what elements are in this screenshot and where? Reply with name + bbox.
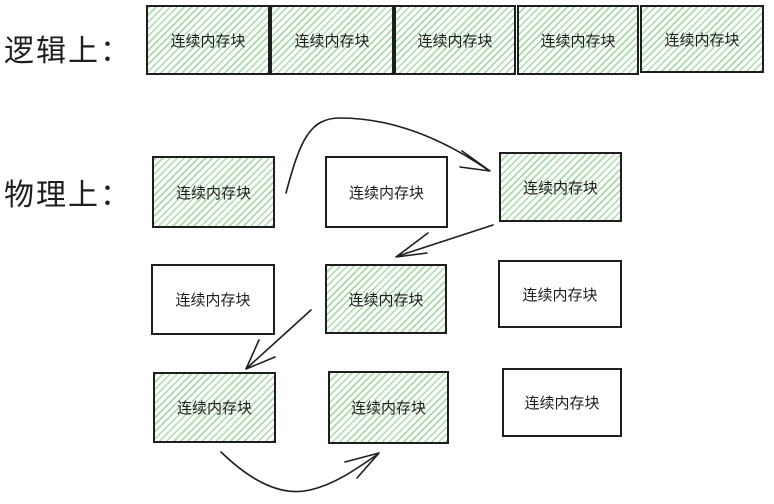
- block-label: 连续内存块: [664, 30, 740, 49]
- logical-block: 连续内存块: [394, 5, 516, 75]
- logical-label: 逻辑上：: [4, 34, 132, 69]
- arrow-head: [395, 232, 429, 258]
- arrow-curve: [285, 117, 489, 194]
- physical-block: 连续内存块: [499, 152, 622, 222]
- arrow-head: [459, 150, 491, 172]
- block-label: 连续内存块: [294, 31, 370, 50]
- block-label: 连续内存块: [524, 394, 600, 412]
- block-label: 连续内存块: [176, 399, 252, 417]
- physical-block: 连续内存块: [151, 264, 275, 335]
- block-label: 连续内存块: [175, 183, 251, 202]
- block-label: 连续内存块: [540, 31, 616, 50]
- arrow-curve: [220, 451, 379, 493]
- arrow-head: [245, 339, 276, 370]
- block-label: 连续内存块: [175, 291, 251, 309]
- physical-block: 连续内存块: [325, 156, 448, 228]
- logical-block: 连续内存块: [640, 5, 764, 73]
- physical-block: 连续内存块: [152, 156, 275, 228]
- block-label: 连续内存块: [522, 178, 598, 197]
- physical-label: 物理上：: [4, 178, 132, 213]
- physical-block: 连续内存块: [498, 260, 622, 328]
- logical-block: 连续内存块: [270, 5, 394, 75]
- physical-block: 连续内存块: [328, 371, 449, 444]
- block-label: 连续内存块: [170, 31, 246, 50]
- block-label: 连续内存块: [350, 399, 426, 417]
- physical-block: 连续内存块: [325, 264, 447, 334]
- block-label: 连续内存块: [348, 290, 424, 309]
- arrow-line: [397, 224, 494, 257]
- physical-block: 连续内存块: [502, 368, 622, 437]
- block-label: 连续内存块: [522, 285, 598, 304]
- arrow-head: [344, 452, 380, 479]
- block-label: 连续内存块: [348, 183, 424, 202]
- block-label: 连续内存块: [417, 31, 493, 50]
- logical-block: 连续内存块: [517, 5, 639, 75]
- physical-block: 连续内存块: [153, 372, 276, 443]
- arrow-line: [246, 309, 312, 369]
- logical-block: 连续内存块: [146, 5, 270, 75]
